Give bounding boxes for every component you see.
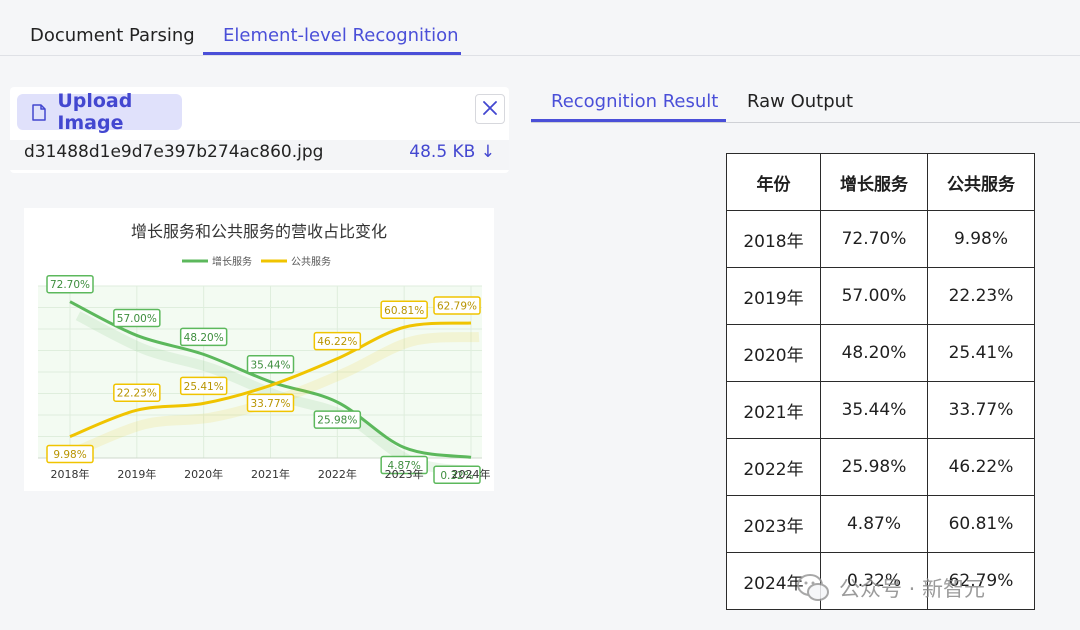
data-label: 9.98% xyxy=(53,449,86,461)
x-tick-label: 2021年 xyxy=(251,467,290,481)
column-header: 增长服务 xyxy=(820,153,928,211)
table-cell: 2020年 xyxy=(726,324,821,382)
table-header-row: 年份 增长服务 公共服务 xyxy=(726,153,1035,211)
data-label-box xyxy=(433,296,481,315)
active-result-tab-indicator xyxy=(531,119,726,122)
table-cell: 48.20% xyxy=(820,324,928,382)
close-icon xyxy=(483,100,497,119)
x-tick-label: 2018年 xyxy=(51,467,90,481)
data-label: 0.32% xyxy=(440,470,473,482)
chart-image-preview: 增长服务 公共服务 72.70% 57.00% 48.20% 35.44% 25.98% 4.… xyxy=(24,208,494,491)
upload-image-button[interactable]: Upload Image xyxy=(17,90,182,134)
table-cell: 9.98% xyxy=(927,210,1035,268)
column-header: 公共服务 xyxy=(927,153,1035,211)
table-cell: 72.70% xyxy=(820,210,928,268)
series-line-growth xyxy=(69,300,472,459)
table-cell: 2018年 xyxy=(726,210,821,268)
data-label-box xyxy=(46,274,94,294)
table-cell: 33.77% xyxy=(927,381,1035,439)
data-label-box xyxy=(433,465,481,485)
data-label-box xyxy=(380,300,428,320)
table-cell: 0.32% xyxy=(820,552,928,610)
data-label-box xyxy=(246,355,295,374)
tab-document-parsing[interactable]: Document Parsing xyxy=(30,25,195,46)
line-chart: 增长服务 公共服务 72.70% 57.00% 48.20% 35.44% 25.98% 4.… xyxy=(38,255,491,485)
x-tick-label: 2024年 xyxy=(452,467,491,481)
table-row: 2020年 48.20% 25.41% xyxy=(726,324,1035,382)
table-cell: 25.98% xyxy=(820,438,928,496)
data-label: 46.22% xyxy=(317,336,357,348)
data-label-box xyxy=(113,383,161,402)
data-label-box xyxy=(380,455,428,475)
watermark: 公众号 · 新智元 xyxy=(795,570,985,606)
data-label-box xyxy=(46,444,94,464)
wechat-icon xyxy=(797,574,829,601)
result-tab-bar: Recognition Result Raw Output xyxy=(531,86,1080,123)
tab-recognition-result[interactable]: Recognition Result xyxy=(551,91,719,112)
data-label: 25.41% xyxy=(184,381,224,393)
file-icon xyxy=(26,94,51,130)
table-cell: 60.81% xyxy=(927,495,1035,553)
column-header: 年份 xyxy=(726,153,821,211)
recognition-result-table: 年份 增长服务 公共服务 2018年 72.70% 9.98% 2019年 57… xyxy=(726,153,1035,610)
upload-image-label: Upload Image xyxy=(57,90,133,134)
watermark-text: 公众号 · 新智元 xyxy=(839,577,986,601)
x-tick-label: 2019年 xyxy=(117,467,156,481)
data-label: 72.70% xyxy=(50,279,90,291)
file-size-download-link[interactable]: 48.5 KB ↓ xyxy=(409,142,495,162)
data-label: 35.44% xyxy=(250,359,290,371)
data-label-box xyxy=(313,331,362,351)
table-cell: 25.41% xyxy=(927,324,1035,382)
table-row: 2018年 72.70% 9.98% xyxy=(726,210,1035,268)
table-cell: 4.87% xyxy=(820,495,928,553)
table-cell: 35.44% xyxy=(820,381,928,439)
table-cell: 46.22% xyxy=(927,438,1035,496)
data-label: 60.81% xyxy=(384,305,424,317)
table-row: 2019年 57.00% 22.23% xyxy=(726,267,1035,325)
data-label-box xyxy=(179,327,228,347)
x-tick-label: 2020年 xyxy=(184,467,223,481)
top-tab-bar: Document Parsing Element-level Recogniti… xyxy=(0,0,1080,56)
table-cell: 57.00% xyxy=(820,267,928,325)
table-cell: 2021年 xyxy=(726,381,821,439)
upload-panel: Upload Image d31488d1e9d7e397b274ac860.j… xyxy=(10,87,509,173)
table-row: 2022年 25.98% 46.22% xyxy=(726,438,1035,496)
table-row: 2021年 35.44% 33.77% xyxy=(726,381,1035,439)
active-tab-indicator xyxy=(203,52,461,55)
x-tick-label: 2022年 xyxy=(318,467,357,481)
file-name: d31488d1e9d7e397b274ac860.jpg xyxy=(24,142,324,162)
x-tick-label: 2023年 xyxy=(385,467,424,481)
tab-raw-output[interactable]: Raw Output xyxy=(747,91,854,112)
chart-title: 增长服务和公共服务的营收占比变化 xyxy=(130,222,387,241)
close-button[interactable] xyxy=(475,94,505,124)
table-cell: 62.79% xyxy=(927,552,1035,610)
table-cell: 2022年 xyxy=(726,438,821,496)
series-line-public xyxy=(69,321,472,438)
data-label: 48.20% xyxy=(184,332,224,344)
table-row: 2023年 4.87% 60.81% xyxy=(726,495,1035,553)
data-label: 22.23% xyxy=(117,388,157,400)
legend-label: 公共服务 xyxy=(291,255,331,268)
uploaded-file-row: d31488d1e9d7e397b274ac860.jpg 48.5 KB ↓ xyxy=(10,140,509,170)
data-label-box xyxy=(179,376,228,396)
table-cell: 22.23% xyxy=(927,267,1035,325)
table-cell: 2024年 xyxy=(726,552,821,610)
data-label: 33.77% xyxy=(250,398,290,410)
data-label: 57.00% xyxy=(117,313,157,325)
tab-element-level-recognition[interactable]: Element-level Recognition xyxy=(223,25,459,46)
table-cell: 2019年 xyxy=(726,267,821,325)
data-label-box xyxy=(113,308,161,328)
data-label-box xyxy=(246,393,295,413)
data-label: 25.98% xyxy=(317,415,357,427)
table-row: 2024年 0.32% 62.79% xyxy=(726,552,1035,610)
data-label-box xyxy=(313,410,362,429)
data-label: 4.87% xyxy=(387,460,420,472)
data-label: 62.79% xyxy=(437,301,477,313)
table-cell: 2023年 xyxy=(726,495,821,553)
legend-label: 增长服务 xyxy=(212,255,252,268)
